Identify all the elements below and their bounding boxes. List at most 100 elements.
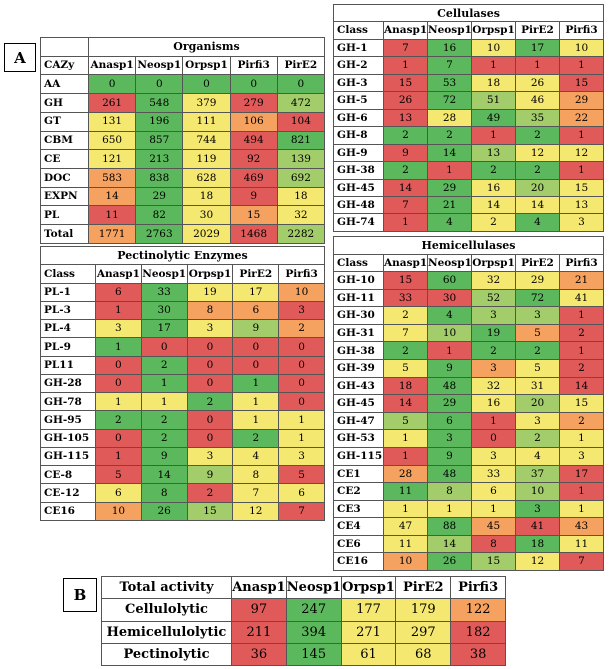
- hemicellulases-title: Hemicellulases: [333, 236, 604, 255]
- organisms-value-cell: 9: [229, 186, 278, 207]
- pectinolytic-value-cell: 2: [232, 428, 280, 448]
- cellulases-value-cell: 20: [515, 178, 560, 197]
- hemicellulases-value-cell: 1: [427, 341, 472, 361]
- hemicellulases-value-cell: 3: [515, 411, 560, 431]
- pectinolytic-row: GH-95 2 2 0 1 1: [40, 410, 325, 430]
- pectinolytic-value-cell: 0: [186, 373, 234, 394]
- hemicellulases-value-cell: 1: [471, 411, 516, 431]
- organisms-value-cell: 139: [276, 149, 326, 170]
- pectinolytic-column-header: Anasp1: [95, 264, 142, 284]
- cellulases-row: GH-9 9 14 13 12 12: [333, 143, 604, 163]
- cellulases-row-label: GH-45: [333, 178, 384, 197]
- cellulases-value-cell: 14: [515, 195, 560, 215]
- total-activity-value-cell: 145: [285, 642, 342, 667]
- pectinolytic-row: CE16 10 26 15 12 7: [40, 501, 325, 521]
- total-activity-row: Cellulolytic 97 247 177 179 122: [101, 598, 506, 622]
- hemicellulases-value-cell: 45: [471, 517, 516, 536]
- pectinolytic-value-cell: 26: [140, 501, 188, 521]
- hemicellulases-column-header: Anasp1: [383, 253, 428, 273]
- organisms-value-cell: 30: [182, 205, 231, 226]
- pectinolytic-value-cell: 3: [278, 300, 325, 321]
- hemicellulases-corner-label: Class: [333, 253, 384, 273]
- cellulases-title-row: Cellulases: [333, 3, 604, 23]
- pectinolytic-value-cell: 2: [140, 428, 188, 448]
- pectinolytic-row-label: GH-95: [40, 410, 96, 430]
- hemicellulases-value-cell: 15: [383, 271, 428, 290]
- hemicellulases-row-label: GH-10: [333, 271, 384, 290]
- hemicellulases-row-label: GH-53: [333, 429, 384, 448]
- pectinolytic-value-cell: 17: [232, 282, 280, 302]
- cellulases-value-cell: 22: [559, 108, 604, 128]
- organisms-value-cell: 0: [135, 74, 184, 95]
- pectinolytic-value-cell: 8: [140, 483, 188, 503]
- organisms-row-label: DOC: [40, 168, 89, 188]
- hemicellulases-value-cell: 1: [427, 499, 472, 519]
- hemicellulases-value-cell: 32: [471, 376, 516, 396]
- pectinolytic-value-cell: 0: [186, 355, 234, 375]
- organisms-row-label: GH: [40, 93, 89, 113]
- pectinolytic-row: PL-3 1 30 8 6 3: [40, 300, 325, 321]
- pectinolytic-value-cell: 0: [232, 337, 280, 357]
- pectinolytic-column-header: PirE2: [232, 264, 280, 284]
- hemicellulases-value-cell: 3: [515, 306, 560, 325]
- hemicellulases-value-cell: 2: [383, 341, 428, 361]
- pectinolytic-row-label: GH-115: [40, 446, 96, 467]
- total-activity-value-cell: 177: [340, 598, 397, 622]
- organisms-row: PL 11 82 30 15 32: [40, 205, 326, 226]
- hemicellulases-value-cell: 7: [383, 323, 428, 343]
- hemicellulases-value-cell: 2: [383, 306, 428, 325]
- pectinolytic-value-cell: 0: [95, 355, 142, 375]
- total-activity-table: Total activity Anasp1 Neosp1 Orpsp1 PirE2 Pir…: [101, 575, 506, 667]
- pectinolytic-value-cell: 3: [186, 319, 234, 339]
- pectinolytic-value-cell: 0: [278, 355, 325, 375]
- hemicellulases-value-cell: 43: [559, 517, 604, 536]
- hemicellulases-value-cell: 33: [471, 464, 516, 484]
- organisms-value-cell: 548: [135, 93, 184, 113]
- pectinolytic-value-cell: 1: [95, 337, 142, 357]
- cellulases-value-cell: 2: [427, 126, 472, 145]
- hemicellulases-column-header: Neosp1: [427, 253, 472, 273]
- hemicellulases-row-label: GH-115: [333, 446, 384, 466]
- organisms-value-cell: 0: [87, 74, 137, 95]
- hemicellulases-value-cell: 3: [427, 429, 472, 448]
- total-activity-value-cell: 36: [231, 642, 287, 667]
- pectinolytic-value-cell: 12: [232, 501, 280, 521]
- hemicellulases-value-cell: 88: [427, 517, 472, 536]
- cellulases-row: GH-2 1 7 1 1 1: [333, 56, 604, 75]
- organisms-value-cell: 472: [276, 93, 326, 113]
- organisms-row-label: CE: [40, 149, 89, 170]
- pectinolytic-value-cell: 1: [140, 373, 188, 394]
- organisms-row-label: GT: [40, 111, 89, 132]
- organisms-row: AA 0 0 0 0 0: [40, 74, 326, 95]
- cellulases-value-cell: 10: [559, 38, 604, 58]
- hemicellulases-value-cell: 20: [515, 394, 560, 413]
- cellulases-value-cell: 14: [471, 195, 516, 215]
- pectinolytic-row-label: PL-9: [40, 337, 96, 357]
- organisms-value-cell: 379: [182, 93, 231, 113]
- hemicellulases-value-cell: 8: [427, 482, 472, 501]
- cellulases-row-label: GH-2: [333, 56, 384, 75]
- total-activity-corner-label: Total activity: [101, 575, 232, 600]
- organisms-value-cell: 32: [276, 205, 326, 226]
- pectinolytic-value-cell: 17: [140, 319, 188, 339]
- cellulases-value-cell: 4: [515, 213, 560, 232]
- hemicellulases-value-cell: 11: [383, 482, 428, 501]
- cellulases-value-cell: 53: [427, 73, 472, 93]
- hemicellulases-row-label: CE1: [333, 464, 384, 484]
- pectinolytic-value-cell: 1: [278, 428, 325, 448]
- hemicellulases-row: GH-43 18 48 32 31 14: [333, 376, 604, 396]
- cellulases-column-header: PirE2: [515, 21, 560, 40]
- hemicellulases-value-cell: 2: [471, 341, 516, 361]
- cellulases-row: GH-6 13 28 49 35 22: [333, 108, 604, 128]
- organisms-value-cell: 0: [182, 74, 231, 95]
- pectinolytic-value-cell: 15: [186, 501, 234, 521]
- pectinolytic-value-cell: 6: [95, 483, 142, 503]
- hemicellulases-value-cell: 3: [471, 306, 516, 325]
- hemicellulases-value-cell: 1: [471, 499, 516, 519]
- hemicellulases-row: GH-38 2 1 2 2 1: [333, 341, 604, 361]
- organisms-value-cell: 196: [135, 111, 184, 132]
- cellulases-value-cell: 18: [471, 73, 516, 93]
- pectinolytic-value-cell: 14: [140, 465, 188, 485]
- organisms-value-cell: 18: [182, 186, 231, 207]
- organisms-value-cell: 111: [182, 111, 231, 132]
